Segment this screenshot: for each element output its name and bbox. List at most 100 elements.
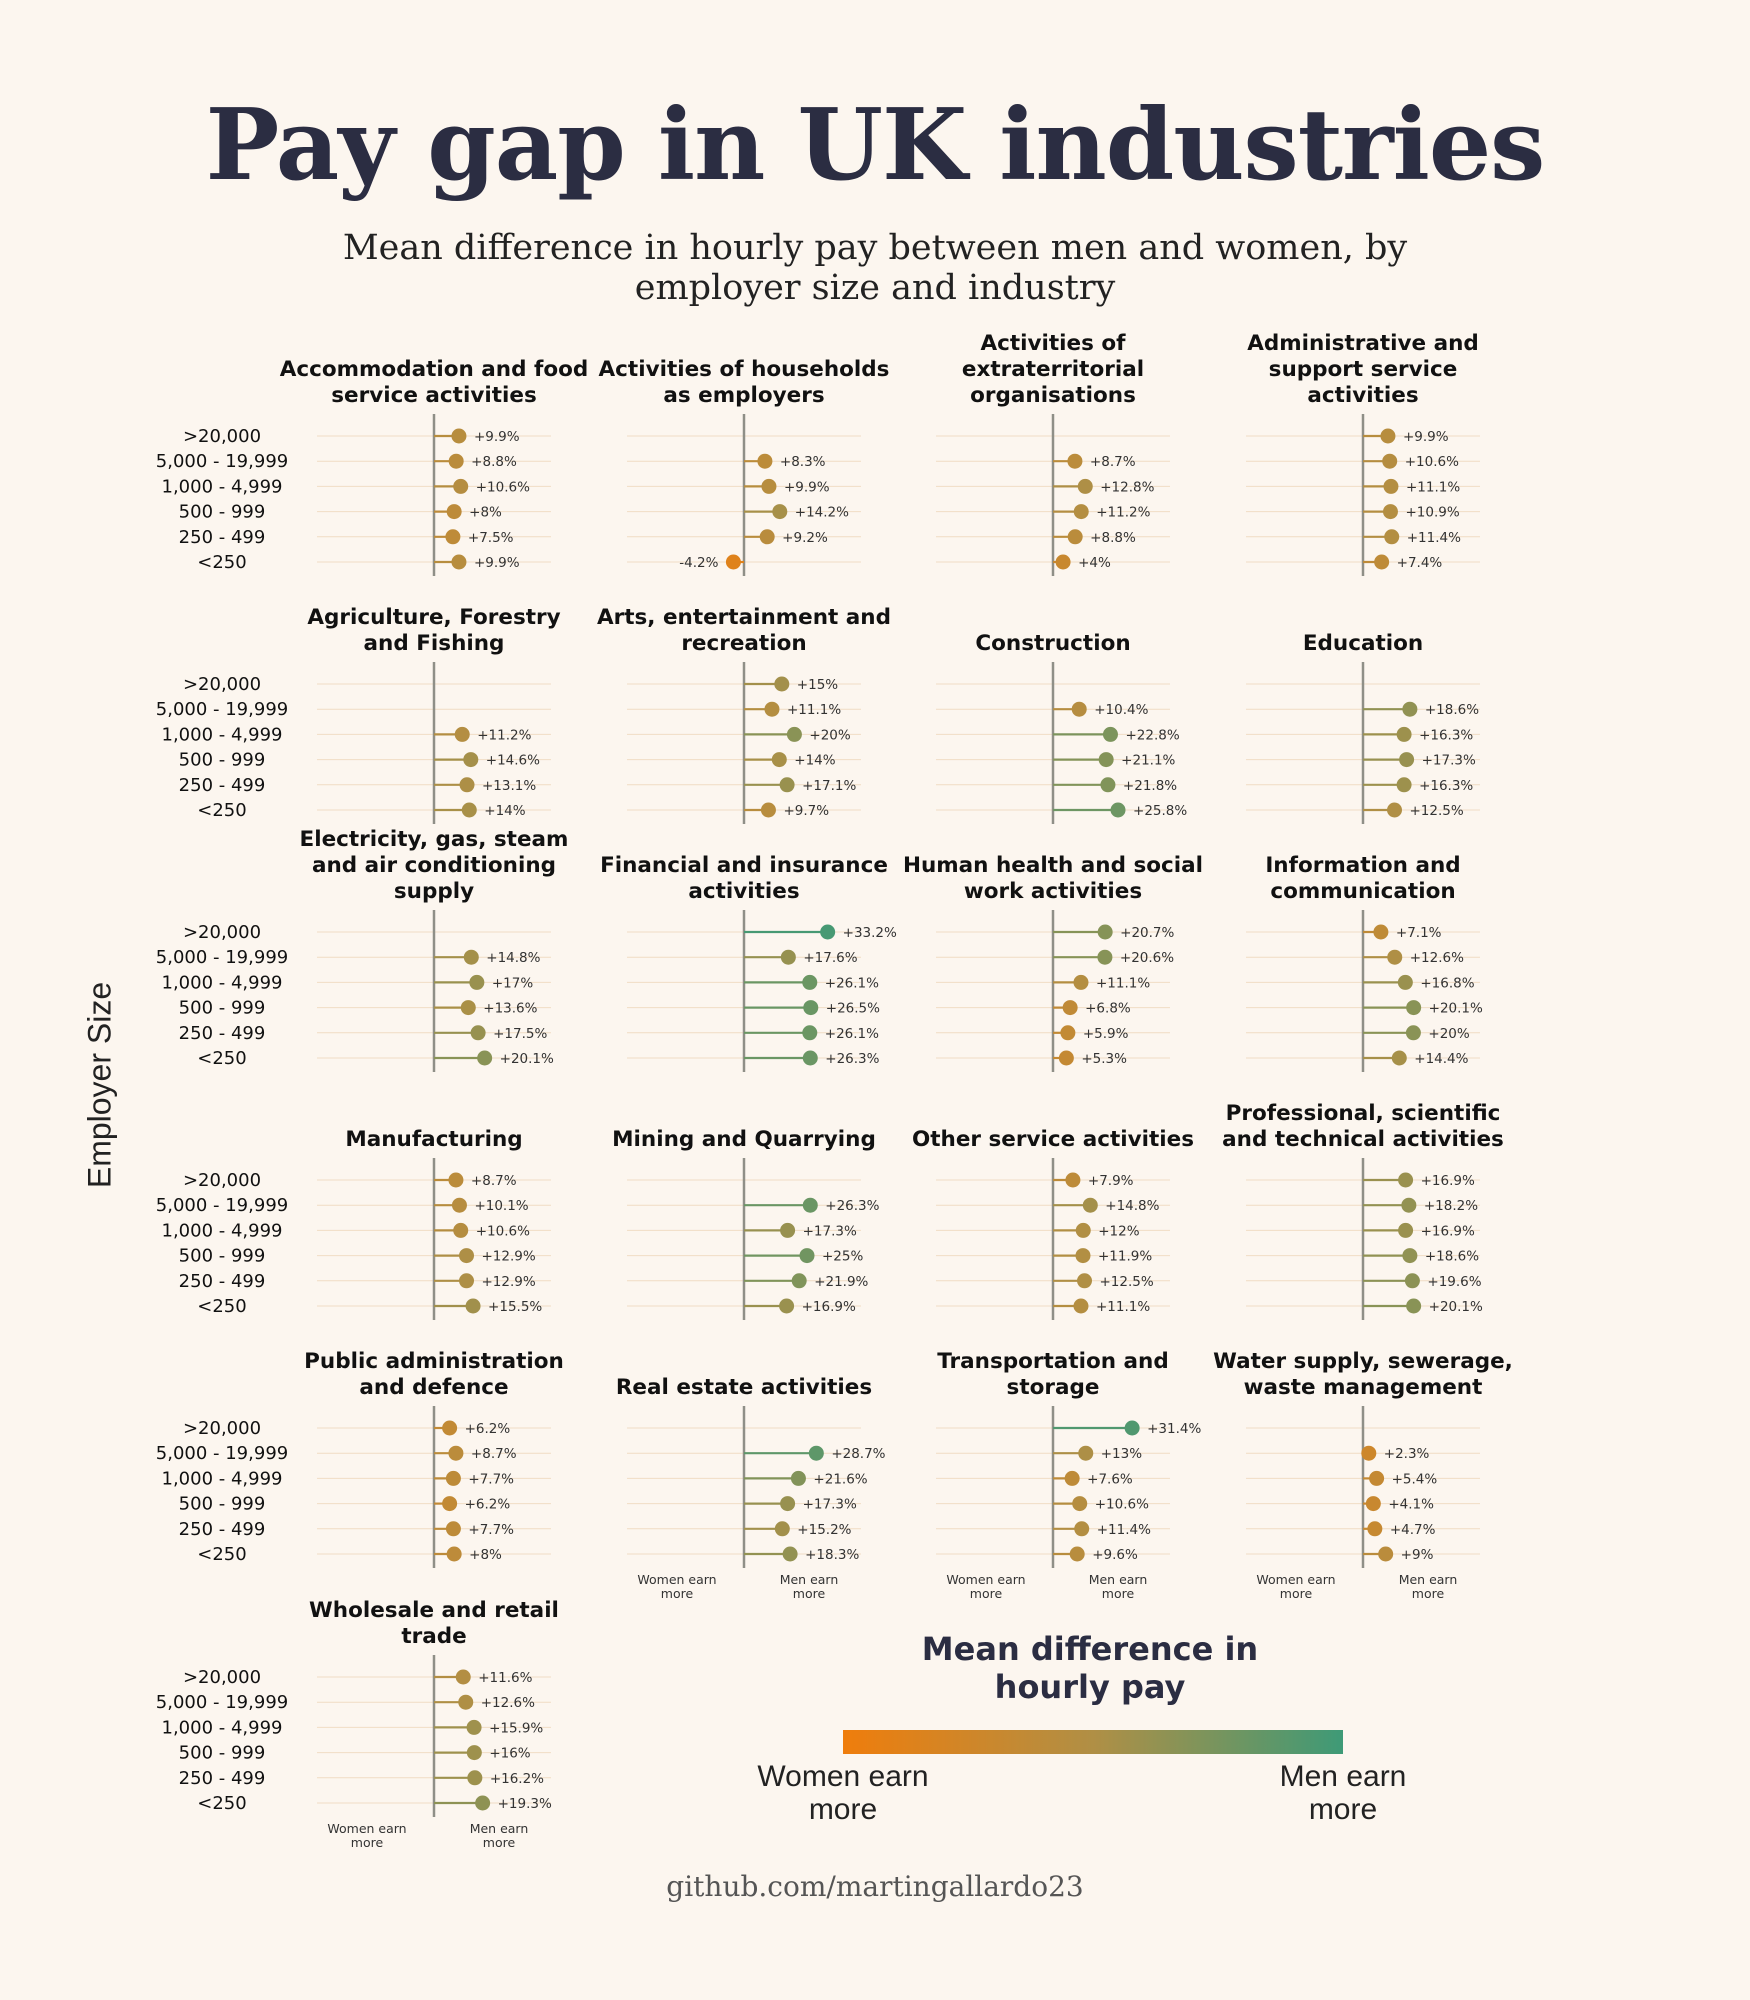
lollipop-point — [1067, 529, 1083, 545]
lollipop-point — [466, 1745, 482, 1761]
panel-title: Other service activities — [912, 1127, 1194, 1152]
value-label: +20.1% — [1429, 1299, 1483, 1315]
lollipop-point — [1073, 974, 1089, 990]
value-label: +16.2% — [490, 1771, 544, 1787]
lollipop-point — [772, 504, 788, 520]
category-label: 1,000 - 4,999 — [162, 1717, 283, 1738]
lollipop-point — [465, 1298, 481, 1314]
lollipop-point — [445, 1470, 461, 1486]
category-label: 1,000 - 4,999 — [162, 724, 283, 745]
lollipop-point — [1374, 554, 1390, 570]
value-label: +8.3% — [780, 454, 826, 470]
axis-direction-label: more — [351, 1835, 384, 1850]
value-label: +12.5% — [1410, 803, 1464, 819]
lollipop-point — [780, 1222, 796, 1238]
value-label: +12.9% — [482, 1249, 536, 1265]
lollipop-point — [448, 1445, 464, 1461]
category-label: 250 - 499 — [179, 527, 266, 548]
value-label: +6.2% — [465, 1497, 511, 1513]
lollipop-point — [1382, 453, 1398, 469]
value-label: +11.2% — [1096, 505, 1150, 521]
value-label: +14% — [794, 753, 835, 769]
category-label: <250 — [197, 1793, 246, 1814]
legend-title: Mean difference in hourly pay — [921, 1630, 1259, 1706]
value-label: +8.8% — [471, 454, 517, 470]
lollipop-point — [1383, 478, 1399, 494]
lollipop-point — [1387, 802, 1402, 818]
lollipop-point — [779, 777, 795, 793]
panel-title: Water supply, sewerage, — [1213, 1349, 1513, 1374]
value-label: +10.6% — [1405, 454, 1459, 470]
value-label: +22.8% — [1125, 727, 1179, 743]
axis-direction-label: more — [483, 1835, 516, 1850]
value-label: +6.2% — [465, 1421, 511, 1437]
value-label: +26.3% — [825, 1198, 879, 1214]
lollipop-point — [791, 1273, 807, 1289]
value-label: +10.6% — [476, 1223, 530, 1239]
lollipop-point — [761, 478, 777, 494]
panel-title: Education — [1303, 631, 1423, 656]
value-label: +16.3% — [1419, 778, 1473, 794]
lollipop-point — [780, 1496, 796, 1512]
lollipop-point — [782, 1546, 798, 1562]
value-label: +20.1% — [500, 1051, 554, 1067]
lollipop-point — [1098, 752, 1114, 768]
panel-title: Mining and Quarrying — [612, 1127, 876, 1152]
lollipop-point — [1404, 1273, 1420, 1289]
value-label: +13% — [1101, 1446, 1142, 1462]
category-label: 500 - 999 — [179, 1246, 266, 1267]
axis-direction-label: more — [1280, 1586, 1313, 1601]
lollipop-point — [442, 1420, 458, 1436]
value-label: +14.8% — [486, 950, 540, 966]
category-label: 1,000 - 4,999 — [162, 972, 283, 993]
lollipop-point — [1078, 1445, 1094, 1461]
lollipop-point — [1060, 1025, 1076, 1041]
value-label: +33.2% — [843, 925, 897, 941]
value-label: +9.2% — [782, 530, 828, 546]
value-label: +10.4% — [1094, 702, 1148, 718]
value-label: +11.1% — [1096, 1299, 1150, 1315]
lollipop-point — [757, 453, 773, 469]
panel-title: and defence — [359, 1375, 508, 1400]
category-label: >20,000 — [183, 1667, 261, 1688]
value-label: +14.8% — [1105, 1198, 1159, 1214]
lollipop-point — [1365, 1496, 1381, 1512]
category-label: 250 - 499 — [179, 1768, 266, 1789]
lollipop-point — [1102, 726, 1118, 742]
lollipop-point — [1064, 1470, 1080, 1486]
value-label: +25.8% — [1133, 803, 1187, 819]
category-label: <250 — [197, 552, 246, 573]
value-label: +12.6% — [1410, 950, 1464, 966]
lollipop-point — [453, 478, 469, 494]
value-label: +18.2% — [1424, 1198, 1478, 1214]
value-label: +18.6% — [1425, 1249, 1479, 1265]
panel-title: work activities — [964, 879, 1142, 904]
lollipop-point — [802, 1197, 818, 1213]
axis-direction-label: more — [1102, 1586, 1135, 1601]
value-label: +11.9% — [1098, 1249, 1152, 1265]
axis-direction-label: more — [661, 1586, 694, 1601]
value-label: +8% — [469, 1547, 502, 1563]
lollipop-point — [448, 1172, 464, 1188]
lollipop-point — [1397, 974, 1413, 990]
value-label: +8% — [469, 505, 502, 521]
value-label: +7.5% — [468, 530, 514, 546]
lollipop-point — [1406, 1298, 1422, 1314]
axis-direction-label: more — [793, 1586, 826, 1601]
value-label: +20% — [1428, 1026, 1469, 1042]
lollipop-point — [725, 554, 741, 570]
lollipop-point — [1069, 1546, 1085, 1562]
panel-title: and air conditioning — [312, 853, 556, 878]
lollipop-point — [803, 1000, 819, 1016]
value-label: +16.9% — [802, 1299, 856, 1315]
panel: Real estate activities +28.7% +21.6% +17.3%… — [616, 1375, 886, 1601]
value-label: +7.9% — [1088, 1173, 1134, 1189]
value-label: +9.9% — [1403, 429, 1449, 445]
value-label: +21.9% — [814, 1274, 868, 1290]
value-label: +2.3% — [1384, 1446, 1430, 1462]
